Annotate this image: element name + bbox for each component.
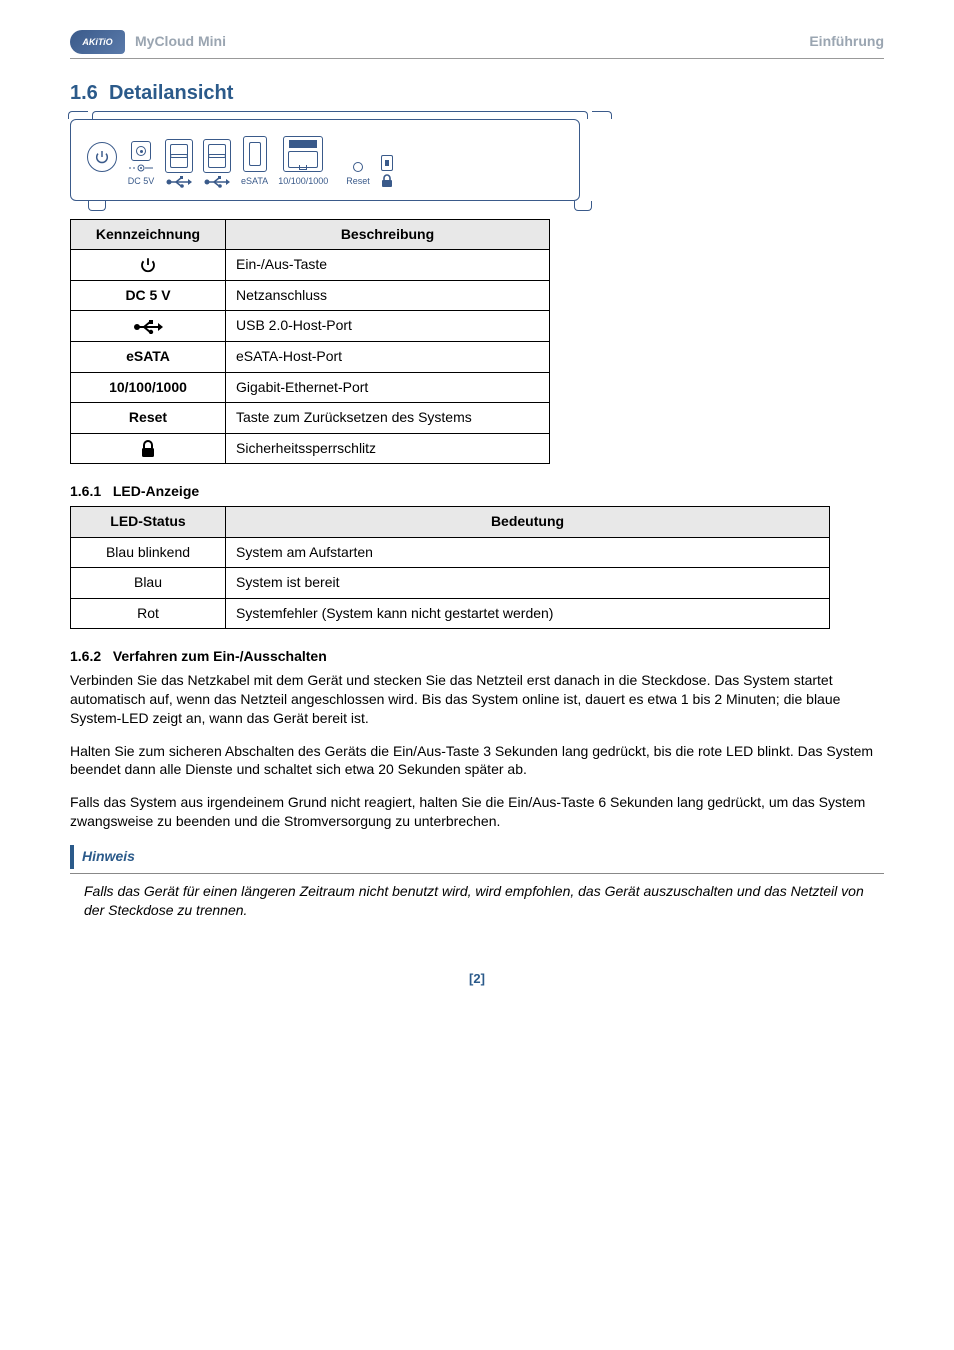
lock-icon — [380, 174, 394, 188]
reset-label: Reset — [346, 175, 370, 188]
dc-label: DC 5V — [128, 175, 155, 188]
table-row: USB 2.0-Host-Port — [71, 311, 550, 342]
usb-group-1 — [165, 139, 193, 188]
ethernet-label: 10/100/1000 — [278, 175, 328, 188]
usb-icon — [166, 176, 192, 188]
usb-icon — [204, 176, 230, 188]
section-number: 1.6 — [70, 82, 98, 104]
cell-meaning: Systemfehler (System kann nicht gestarte… — [226, 598, 830, 629]
subsection-name: LED-Anzeige — [113, 483, 199, 499]
subsection-number: 1.6.1 — [70, 483, 101, 499]
subsection-number: 1.6.2 — [70, 648, 101, 664]
spacer — [101, 175, 104, 188]
diagram-edge — [68, 111, 88, 119]
header-left: AKiTiO MyCloud Mini — [70, 30, 226, 54]
usb-port-icon — [203, 139, 231, 173]
diagram-edge — [92, 111, 588, 119]
table-row: Ein-/Aus-Taste — [71, 250, 550, 281]
table-row: 10/100/1000 Gigabit-Ethernet-Port — [71, 372, 550, 403]
power-icon — [94, 149, 110, 165]
chapter-label: Einführung — [809, 32, 884, 52]
lock-group — [380, 155, 394, 188]
cell-label: DC 5 V — [71, 280, 226, 311]
dc-jack-group: DC 5V — [127, 141, 155, 188]
cell-label: 10/100/1000 — [71, 372, 226, 403]
cell-desc: Sicherheitssperrschlitz — [226, 433, 550, 464]
body-paragraph: Falls das System aus irgendeinem Grund n… — [70, 793, 884, 831]
lock-slot-icon — [381, 155, 393, 171]
note-rule — [70, 873, 884, 874]
cell-desc: Netzanschluss — [226, 280, 550, 311]
table-header-row: Kennzeichnung Beschreibung — [71, 219, 550, 250]
body-paragraph: Halten Sie zum sicheren Abschalten des G… — [70, 742, 884, 780]
section-title: 1.6 Detailansicht — [70, 79, 884, 107]
cell-status: Rot — [71, 598, 226, 629]
diagram-edge — [592, 111, 612, 119]
cell-status: Blau — [71, 568, 226, 599]
body-paragraph: Verbinden Sie das Netzkabel mit dem Gerä… — [70, 671, 884, 728]
note-label: Hinweis — [82, 848, 135, 864]
power-button-icon — [87, 142, 117, 172]
diagram-foot — [88, 201, 106, 211]
col-header: Beschreibung — [226, 219, 550, 250]
usb-port-icon — [165, 139, 193, 173]
lock-icon — [140, 440, 156, 458]
cell-status: Blau blinkend — [71, 537, 226, 568]
cell-label — [71, 311, 226, 342]
note-block: Hinweis — [70, 845, 884, 869]
page-header: AKiTiO MyCloud Mini Einführung — [70, 30, 884, 59]
note-text: Falls das Gerät für einen längeren Zeitr… — [70, 882, 884, 920]
col-header: Kennzeichnung — [71, 219, 226, 250]
cell-label — [71, 250, 226, 281]
diagram-body: DC 5V eSATA 10/100/1000 — [70, 119, 580, 201]
diagram-foot — [574, 201, 592, 211]
table-header-row: LED-Status Bedeutung — [71, 506, 830, 537]
table-row: Rot Systemfehler (System kann nicht gest… — [71, 598, 830, 629]
subsection-title: 1.6.1 LED-Anzeige — [70, 482, 884, 502]
cell-desc: Gigabit-Ethernet-Port — [226, 372, 550, 403]
col-header: Bedeutung — [226, 506, 830, 537]
cell-desc: eSATA-Host-Port — [226, 341, 550, 372]
ethernet-group: 10/100/1000 — [278, 136, 328, 188]
dc-jack-icon — [131, 141, 151, 161]
product-name: MyCloud Mini — [135, 32, 226, 52]
esata-port-icon — [243, 136, 267, 172]
esata-group: eSATA — [241, 136, 268, 188]
section-name: Detailansicht — [109, 82, 233, 104]
cell-desc: Ein-/Aus-Taste — [226, 250, 550, 281]
table-row: eSATA eSATA-Host-Port — [71, 341, 550, 372]
cell-label: Reset — [71, 403, 226, 434]
led-status-table: LED-Status Bedeutung Blau blinkend Syste… — [70, 506, 830, 629]
dc-polarity-icon — [127, 164, 155, 172]
cell-desc: USB 2.0-Host-Port — [226, 311, 550, 342]
esata-label: eSATA — [241, 175, 268, 188]
col-header: LED-Status — [71, 506, 226, 537]
cell-label — [71, 433, 226, 464]
cell-meaning: System ist bereit — [226, 568, 830, 599]
subsection-name: Verfahren zum Ein-/Ausschalten — [113, 648, 327, 664]
reset-hole-icon — [353, 162, 363, 172]
usb-group-2 — [203, 139, 231, 188]
power-button-group — [87, 142, 117, 188]
table-row: Reset Taste zum Zurücksetzen des Systems — [71, 403, 550, 434]
ports-row: DC 5V eSATA 10/100/1000 — [81, 132, 569, 188]
cell-desc: Taste zum Zurücksetzen des Systems — [226, 403, 550, 434]
reset-group: Reset — [346, 162, 370, 188]
power-icon — [139, 256, 157, 274]
page-number: [2] — [70, 970, 884, 988]
subsection-title: 1.6.2 Verfahren zum Ein-/Ausschalten — [70, 647, 884, 667]
cell-meaning: System am Aufstarten — [226, 537, 830, 568]
table-row: Blau System ist bereit — [71, 568, 830, 599]
table-row: DC 5 V Netzanschluss — [71, 280, 550, 311]
table-row: Blau blinkend System am Aufstarten — [71, 537, 830, 568]
rear-panel-diagram: DC 5V eSATA 10/100/1000 — [70, 119, 610, 201]
cell-label: eSATA — [71, 341, 226, 372]
port-description-table: Kennzeichnung Beschreibung Ein-/Aus-Tast… — [70, 219, 550, 465]
usb-icon — [133, 320, 163, 334]
table-row: Sicherheitssperrschlitz — [71, 433, 550, 464]
ethernet-port-icon — [283, 136, 323, 172]
brand-logo: AKiTiO — [70, 30, 125, 54]
